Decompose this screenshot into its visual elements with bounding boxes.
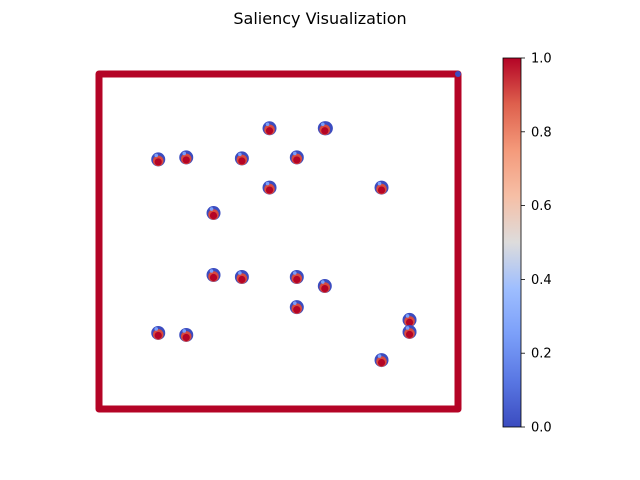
marker-glint [238,152,242,157]
saliency-marker [234,151,249,166]
colorbar-ticks: 0.0 0.2 0.4 0.6 0.8 1.0 [521,52,552,436]
saliency-marker [262,180,277,195]
marker-glint [209,207,214,211]
marker-glint [405,326,410,330]
frame-corner-point [455,71,461,77]
marker-core [265,127,274,135]
saliency-marker [374,180,389,195]
colorbar-tick-label: 0.0 [531,421,552,436]
marker-core [293,156,301,164]
marker-glint [321,122,325,127]
marker-glint [405,314,410,318]
marker-glint [377,354,382,358]
marker-core [182,156,190,164]
colorbar-tick-label: 0.2 [531,347,552,362]
marker-glint [321,280,325,284]
saliency-marker [289,300,304,315]
marker-glint [265,122,270,127]
colorbar-tick-label: 1.0 [531,52,552,67]
marker-glint [238,271,242,275]
saliency-frame [95,70,462,413]
saliency-marker [206,268,221,282]
saliency-marker [402,312,417,327]
marker-core [405,330,414,339]
colorbar-gradient [502,57,522,428]
marker-core [265,186,274,194]
marker-core [238,157,246,165]
marker-glint [182,329,187,333]
marker-glint [265,181,270,186]
marker-core [321,127,329,135]
marker-core [405,318,414,326]
chart-title: Saliency Visualization [233,9,406,28]
saliency-marker [179,150,194,165]
marker-core [321,284,329,293]
marker-core [238,275,246,284]
plot-area [95,70,462,413]
marker-glint [293,151,297,156]
saliency-marker [402,324,417,339]
marker-core [293,306,301,314]
colorbar-tick-label: 0.6 [531,199,552,214]
saliency-marker [234,270,249,285]
colorbar-tick-label: 0.8 [531,125,552,140]
marker-core [154,331,162,340]
marker-core [377,186,386,194]
marker-glint [154,327,159,331]
saliency-marker [289,270,304,285]
saliency-marker [179,327,194,342]
marker-core [377,358,386,367]
saliency-marker [317,121,332,136]
marker-glint [154,153,159,158]
marker-glint [182,151,187,156]
marker-core [209,211,218,220]
saliency-marker [151,152,166,167]
marker-glint [293,301,297,305]
marker-core [154,158,162,166]
colorbar: 0.0 0.2 0.4 0.6 0.8 1.0 [502,52,552,436]
saliency-marker [206,206,221,221]
marker-glint [377,181,382,186]
marker-glint [209,269,214,273]
saliency-marker [317,279,332,294]
colorbar-tick-label: 0.4 [531,273,552,288]
saliency-marker [262,121,277,136]
marker-core [182,333,190,342]
saliency-marker [289,150,304,165]
marker-glint [293,271,297,275]
marker-core [209,273,218,282]
marker-core [293,275,301,284]
saliency-marker [374,353,389,368]
saliency-marker [151,325,166,340]
